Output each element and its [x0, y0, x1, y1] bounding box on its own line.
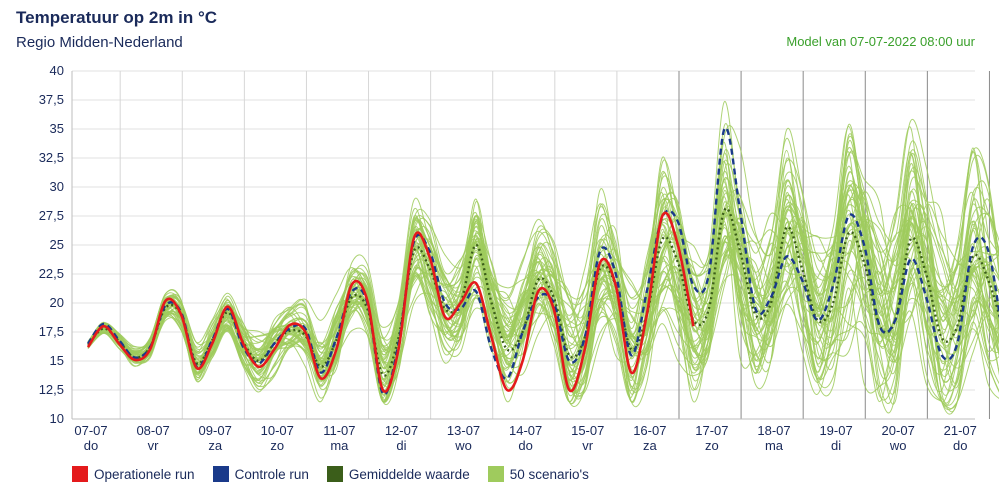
- legend-swatch-controle: [212, 466, 229, 482]
- x-tick-day: za: [208, 438, 223, 453]
- x-tick-date: 10-07: [261, 423, 294, 438]
- legend-item-controle[interactable]: Controle run: [212, 466, 309, 482]
- scenario-line: [87, 187, 999, 398]
- x-tick-date: 19-07: [819, 423, 852, 438]
- scenario-line: [87, 171, 999, 407]
- x-tick-day: do: [518, 438, 532, 453]
- x-tick-day: za: [643, 438, 658, 453]
- scenario-line: [87, 160, 999, 392]
- chart-subtitle: Regio Midden-Nederland: [16, 34, 183, 51]
- x-tick-date: 12-07: [385, 423, 418, 438]
- x-tick-date: 09-07: [199, 423, 232, 438]
- x-tick-date: 20-07: [882, 423, 915, 438]
- main-series-lines: [86, 126, 999, 396]
- x-tick-day: wo: [889, 438, 907, 453]
- x-tick-date: 18-07: [757, 423, 790, 438]
- legend-item-scenarios[interactable]: 50 scenario's: [487, 466, 589, 482]
- x-tick-day: do: [953, 438, 967, 453]
- legend-label-gemiddelde: Gemiddelde waarde: [348, 466, 470, 482]
- y-tick-label: 40: [50, 63, 64, 78]
- x-tick-date: 15-07: [571, 423, 604, 438]
- x-tick-date: 17-07: [695, 423, 728, 438]
- legend-label-operationele: Operationele run: [94, 466, 195, 482]
- scenario-line: [87, 147, 999, 396]
- x-tick-day: zo: [705, 438, 719, 453]
- x-axis-ticks: 07-07do08-07vr09-07za10-07zo11-07ma12-07…: [74, 423, 977, 453]
- y-tick-label: 20: [50, 295, 64, 310]
- y-tick-label: 25: [50, 237, 64, 252]
- x-tick-day: zo: [270, 438, 284, 453]
- legend-item-operationele[interactable]: Operationele run: [72, 466, 195, 482]
- y-tick-label: 22,5: [39, 266, 64, 281]
- scenario-line: [87, 157, 999, 415]
- x-tick-day: di: [396, 438, 406, 453]
- x-tick-date: 13-07: [447, 423, 480, 438]
- legend-swatch-operationele: [72, 466, 88, 482]
- x-tick-date: 21-07: [944, 423, 977, 438]
- x-tick-date: 07-07: [74, 423, 107, 438]
- x-tick-day: vr: [148, 438, 160, 453]
- series-line-0: [86, 211, 695, 393]
- y-tick-label: 30: [50, 179, 64, 194]
- legend-swatch-scenarios: [487, 466, 504, 482]
- y-tick-label: 27,5: [39, 208, 64, 223]
- y-tick-label: 10: [50, 411, 64, 426]
- x-tick-day: vr: [582, 438, 594, 453]
- scenario-line: [87, 137, 999, 403]
- legend-item-gemiddelde[interactable]: Gemiddelde waarde: [326, 466, 470, 482]
- legend-label-scenarios: 50 scenario's: [509, 466, 589, 482]
- legend-label-controle: Controle run: [234, 466, 309, 482]
- y-tick-label: 15: [50, 353, 64, 368]
- x-tick-day: do: [84, 438, 98, 453]
- x-tick-date: 11-07: [323, 423, 355, 438]
- model-timestamp: Model van 07-07-2022 08:00 uur: [786, 34, 975, 49]
- y-tick-label: 12,5: [39, 382, 64, 397]
- scenario-line: [87, 125, 999, 383]
- x-tick-day: wo: [454, 438, 472, 453]
- x-tick-day: di: [831, 438, 841, 453]
- series-line-1: [87, 126, 999, 396]
- temperature-chart: 10 12,5 15 17,5 20 22,5 25 27,5 30 32,5 35 37,5 40 0…: [39, 63, 999, 453]
- scenario-line: [87, 162, 999, 401]
- x-tick-date: 14-07: [509, 423, 542, 438]
- x-tick-date: 16-07: [633, 423, 666, 438]
- y-tick-label: 35: [50, 121, 64, 136]
- x-tick-day: ma: [330, 438, 349, 453]
- y-axis-ticks: 10 12,5 15 17,5 20 22,5 25 27,5 30 32,5 35 37,5 40: [39, 63, 64, 426]
- legend: Operationele run Controle run Gemiddelde…: [72, 466, 589, 482]
- y-tick-label: 17,5: [39, 324, 64, 339]
- y-tick-label: 37,5: [39, 92, 64, 107]
- x-tick-day: ma: [765, 438, 784, 453]
- series-line-2: [87, 207, 999, 377]
- x-tick-date: 08-07: [136, 423, 169, 438]
- chart-title: Temperatuur op 2m in °C: [16, 8, 218, 27]
- y-tick-label: 32,5: [39, 150, 64, 165]
- legend-swatch-gemiddelde: [326, 466, 343, 482]
- chart-grid: [71, 70, 990, 420]
